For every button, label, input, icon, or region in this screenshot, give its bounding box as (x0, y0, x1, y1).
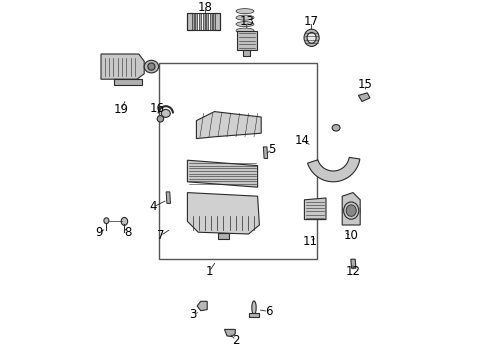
Ellipse shape (161, 109, 171, 117)
Text: 9: 9 (96, 226, 103, 239)
Text: 14: 14 (295, 134, 310, 147)
Text: 10: 10 (344, 229, 359, 242)
Ellipse shape (304, 29, 319, 46)
Ellipse shape (157, 116, 164, 122)
Text: 17: 17 (304, 15, 319, 28)
Text: 15: 15 (358, 78, 373, 91)
Polygon shape (166, 192, 171, 203)
Ellipse shape (236, 22, 254, 27)
Text: 6: 6 (265, 305, 272, 318)
Bar (196, 13, 197, 30)
Text: 1: 1 (205, 265, 213, 278)
Ellipse shape (148, 63, 155, 70)
Bar (206, 13, 208, 30)
Text: 16: 16 (149, 102, 164, 114)
Ellipse shape (343, 201, 360, 220)
Text: 19: 19 (113, 103, 128, 116)
Text: 4: 4 (149, 201, 157, 213)
Ellipse shape (121, 217, 127, 225)
Bar (213, 13, 216, 30)
Polygon shape (263, 147, 268, 158)
Text: 11: 11 (302, 235, 318, 248)
Polygon shape (342, 193, 360, 225)
Ellipse shape (236, 9, 254, 14)
Polygon shape (304, 198, 326, 220)
Text: 13: 13 (239, 15, 254, 28)
Bar (114, 79, 143, 85)
Bar (215, 13, 220, 30)
Text: 5: 5 (269, 143, 276, 156)
Ellipse shape (104, 218, 109, 224)
Bar (218, 233, 229, 239)
Bar (192, 13, 194, 30)
Text: 7: 7 (157, 229, 164, 242)
Bar (248, 313, 259, 317)
Bar (243, 50, 250, 56)
Ellipse shape (346, 204, 357, 217)
Polygon shape (197, 301, 207, 311)
Bar (187, 13, 193, 30)
Bar (199, 13, 201, 30)
Ellipse shape (236, 15, 254, 20)
Ellipse shape (144, 60, 159, 73)
Bar (237, 31, 257, 50)
Polygon shape (196, 112, 261, 139)
Text: 3: 3 (189, 309, 196, 321)
Ellipse shape (307, 32, 316, 43)
Polygon shape (224, 329, 235, 337)
Polygon shape (101, 54, 144, 79)
Bar (210, 13, 212, 30)
Ellipse shape (346, 205, 356, 216)
Text: 18: 18 (198, 1, 213, 14)
Text: 12: 12 (345, 265, 361, 278)
Polygon shape (187, 193, 259, 234)
Bar (202, 13, 205, 30)
Polygon shape (308, 157, 360, 182)
Polygon shape (358, 93, 370, 102)
Bar (159, 63, 317, 259)
Polygon shape (351, 259, 356, 268)
Text: 2: 2 (232, 334, 240, 347)
Ellipse shape (252, 301, 256, 315)
Ellipse shape (332, 125, 340, 131)
Polygon shape (187, 160, 258, 187)
Bar (187, 13, 220, 30)
Text: 8: 8 (124, 226, 132, 239)
Ellipse shape (236, 28, 254, 33)
